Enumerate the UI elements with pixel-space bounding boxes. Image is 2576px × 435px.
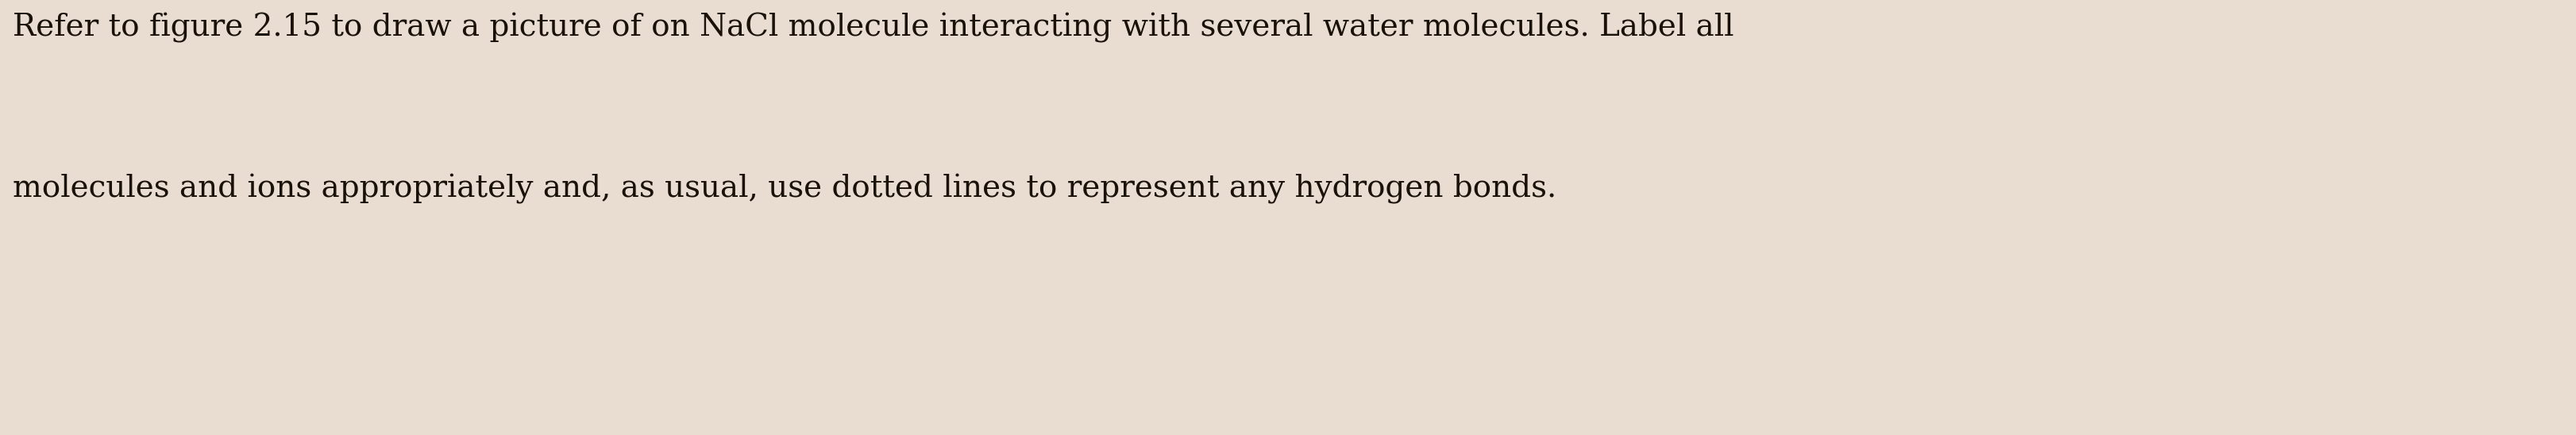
Text: molecules and ions appropriately and, as usual, use dotted lines to represent an: molecules and ions appropriately and, as… bbox=[13, 174, 1556, 204]
Text: Refer to figure 2.15 to draw a picture of on NaCl molecule interacting with seve: Refer to figure 2.15 to draw a picture o… bbox=[13, 13, 1734, 43]
